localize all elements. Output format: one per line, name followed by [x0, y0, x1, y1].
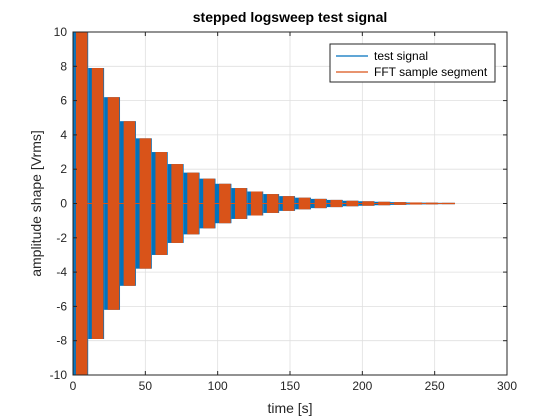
- legend-label-fft-sample-segment: FFT sample segment: [374, 65, 488, 79]
- x-tick-label: 150: [280, 379, 300, 393]
- y-tick-label: 8: [60, 59, 67, 73]
- y-tick-label: 0: [60, 197, 67, 211]
- y-tick-label: -4: [56, 265, 67, 279]
- x-tick-labels: 0 50 100 150 200 250 300: [70, 379, 518, 393]
- x-tick-label: 300: [497, 379, 517, 393]
- x-axis-label: time [s]: [267, 400, 312, 416]
- y-tick-labels: -10 -8 -6 -4 -2 0 2 4 6 8 10: [50, 25, 68, 382]
- chart-title: stepped logsweep test signal: [193, 9, 388, 25]
- x-tick-label: 0: [70, 379, 77, 393]
- y-tick-label: -8: [56, 334, 67, 348]
- y-tick-label: 10: [54, 25, 68, 39]
- legend-label-test-signal: test signal: [374, 49, 428, 63]
- x-tick-label: 100: [208, 379, 228, 393]
- x-tick-label: 250: [425, 379, 445, 393]
- y-tick-label: 4: [60, 128, 67, 142]
- legend: test signal FFT sample segment: [329, 43, 496, 83]
- y-tick-label: -6: [56, 299, 67, 313]
- data-marks: [73, 32, 455, 375]
- y-tick-label: 6: [60, 94, 67, 108]
- x-tick-label: 50: [139, 379, 153, 393]
- y-axis-label: amplitude shape [Vrms]: [28, 130, 44, 277]
- legend-box: [329, 43, 496, 83]
- axis-ticks: [72, 31, 508, 376]
- y-tick-label: -2: [56, 231, 67, 245]
- y-tick-label: -10: [50, 368, 68, 382]
- y-tick-label: 2: [60, 162, 67, 176]
- x-tick-label: 200: [352, 379, 372, 393]
